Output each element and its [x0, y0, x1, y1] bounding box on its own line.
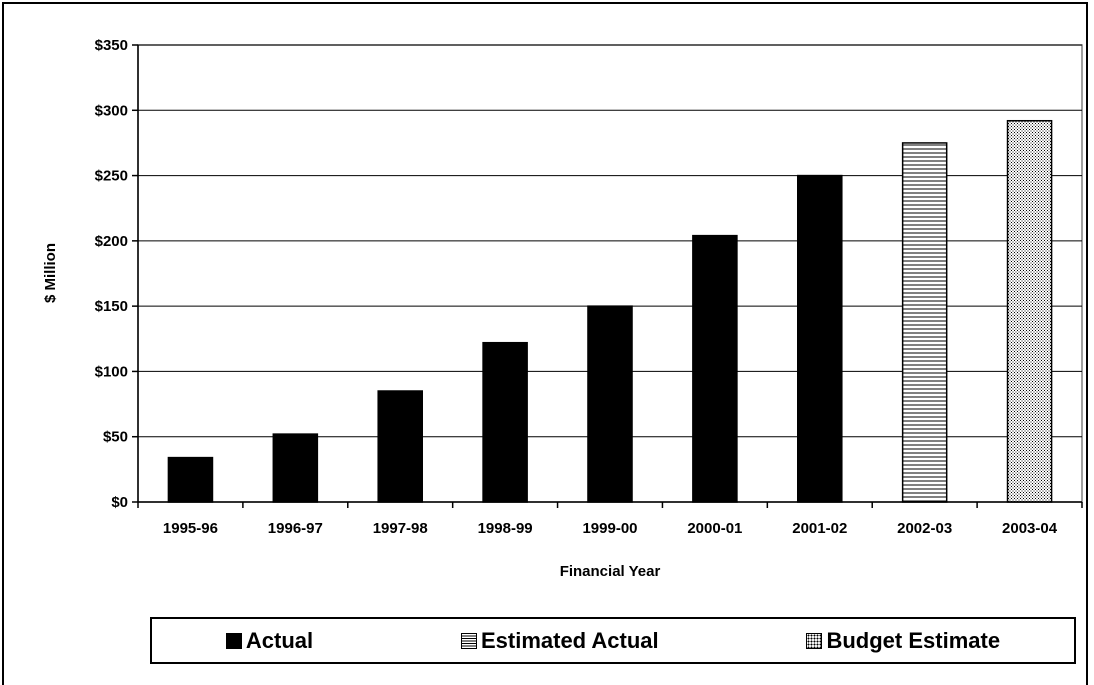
y-tick-label: $50 [103, 429, 128, 446]
x-tick-label: 2002-03 [897, 520, 952, 537]
y-tick-label: $0 [111, 494, 128, 511]
bar-2003-04 [1006, 119, 1053, 503]
bar-chart: $0 $50 $100 $150 $200 $250 $300 $350 1995-96 1996… [42, 37, 1083, 580]
bar-1999-00 [587, 305, 633, 503]
legend-label-estimated-actual: Estimated Actual [480, 627, 659, 653]
bar-2001-02 [797, 174, 843, 503]
x-axis-title: Financial Year [560, 563, 661, 580]
x-tick-label: 1997-98 [373, 520, 428, 537]
x-tick-label: 2000-01 [687, 520, 742, 537]
legend-label-budget-estimate: Budget Estimate [826, 627, 1001, 653]
x-tick-label: 1996-97 [268, 520, 323, 537]
legend-swatch-budget-estimate [806, 632, 823, 649]
x-tick-label: 1999-00 [582, 520, 637, 537]
bar-1997-98 [377, 390, 423, 503]
legend-swatch-estimated-actual [460, 632, 477, 649]
y-tick-label: $150 [95, 298, 128, 315]
y-axis-title: $ Million [42, 243, 59, 303]
y-tick-label: $200 [95, 233, 128, 250]
legend-item-budget-estimate: Budget Estimate [806, 628, 1000, 654]
legend-swatch-actual [225, 632, 242, 649]
x-tick-label: 1995-96 [163, 520, 218, 537]
bar-2000-01 [692, 234, 738, 503]
legend: Actual Estimated Actual Budget Estimate [150, 617, 1076, 664]
bar-1995-96 [167, 456, 214, 503]
y-tick-label: $100 [95, 363, 128, 380]
bars [167, 119, 1053, 503]
x-tick-label: 2001-02 [792, 520, 847, 537]
y-tick-label: $300 [95, 102, 128, 119]
legend-item-actual: Actual [225, 627, 314, 654]
bar-2002-03 [901, 142, 948, 503]
legend-item-estimated-actual: Estimated Actual [460, 627, 659, 654]
bar-1996-97 [272, 433, 319, 503]
y-tick-label: $350 [95, 37, 128, 54]
x-tick-label: 2003-04 [1002, 520, 1058, 537]
axes: $0 $50 $100 $150 $200 $250 $300 $350 1995-96 1996… [95, 37, 1083, 537]
bar-1998-99 [482, 341, 528, 503]
x-tick-label: 1998-99 [478, 520, 533, 537]
legend-label-actual: Actual [245, 627, 314, 653]
y-tick-label: $250 [95, 168, 128, 185]
